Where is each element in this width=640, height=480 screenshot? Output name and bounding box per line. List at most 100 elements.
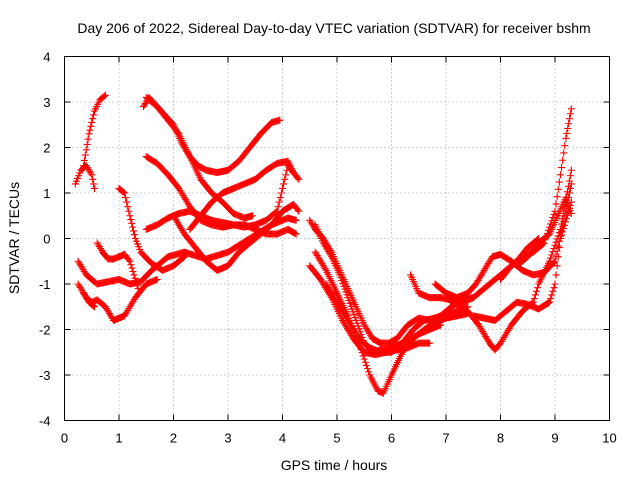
data-point bbox=[565, 120, 573, 128]
data-point bbox=[552, 200, 560, 208]
data-point bbox=[552, 238, 560, 246]
data-point bbox=[563, 211, 571, 219]
data-point bbox=[124, 203, 132, 211]
data-point bbox=[567, 209, 575, 217]
data-point bbox=[553, 262, 561, 270]
data-point bbox=[563, 188, 571, 196]
data-point bbox=[90, 302, 98, 310]
data-point bbox=[546, 298, 554, 306]
data-point bbox=[555, 244, 563, 252]
data-point bbox=[551, 241, 559, 249]
series-track-5 bbox=[93, 239, 142, 293]
data-point bbox=[130, 231, 138, 239]
data-point bbox=[82, 146, 90, 154]
y-tick-label: -2 bbox=[39, 323, 51, 338]
y-tick-label: 2 bbox=[43, 141, 50, 156]
data-point bbox=[127, 261, 135, 269]
data-point bbox=[561, 142, 569, 150]
data-point bbox=[558, 228, 566, 236]
x-tick-label: 5 bbox=[333, 431, 340, 446]
data-point bbox=[120, 189, 128, 197]
data-point bbox=[549, 248, 557, 256]
data-point bbox=[567, 166, 575, 174]
data-point bbox=[559, 225, 567, 233]
data-point bbox=[562, 215, 570, 223]
data-point bbox=[90, 184, 98, 192]
data-point bbox=[130, 271, 138, 279]
data-point bbox=[559, 156, 567, 164]
data-point bbox=[549, 287, 557, 295]
data-point bbox=[556, 235, 564, 242]
data-point bbox=[123, 198, 131, 206]
data-point bbox=[280, 180, 288, 188]
data-point bbox=[289, 169, 297, 177]
y-tick-label: 3 bbox=[43, 95, 50, 110]
data-point bbox=[560, 149, 568, 157]
data-point bbox=[557, 220, 565, 228]
series-track-13 bbox=[186, 157, 297, 233]
y-tick-label: -4 bbox=[39, 414, 51, 429]
data-point bbox=[122, 194, 130, 202]
data-point bbox=[556, 171, 564, 179]
series-track-7 bbox=[115, 184, 188, 274]
data-point bbox=[546, 257, 554, 265]
data-point bbox=[85, 130, 93, 138]
data-point bbox=[361, 358, 369, 366]
data-point bbox=[550, 210, 558, 218]
data-point bbox=[131, 274, 139, 282]
data-point bbox=[275, 198, 283, 206]
data-point bbox=[548, 291, 556, 299]
data-point bbox=[249, 212, 257, 220]
x-axis-label: GPS time / hours bbox=[281, 457, 388, 473]
data-point bbox=[90, 180, 98, 188]
x-tick-label: 3 bbox=[224, 431, 231, 446]
data-point bbox=[88, 171, 96, 179]
data-point bbox=[554, 185, 562, 193]
data-point bbox=[133, 281, 141, 289]
data-point bbox=[129, 223, 137, 231]
plot-frame bbox=[64, 56, 610, 421]
data-point bbox=[282, 171, 290, 179]
series-track-24 bbox=[513, 194, 575, 270]
data-point bbox=[557, 231, 565, 239]
data-point bbox=[80, 156, 88, 164]
data-point bbox=[532, 287, 540, 295]
x-tick-label: 0 bbox=[61, 431, 68, 446]
data-point bbox=[565, 177, 573, 185]
data-point bbox=[364, 365, 372, 373]
data-point bbox=[87, 122, 95, 130]
data-point bbox=[127, 216, 135, 224]
data-point bbox=[277, 189, 285, 197]
data-point bbox=[294, 206, 302, 214]
data-point bbox=[534, 284, 542, 292]
data-point bbox=[547, 254, 555, 262]
data-point bbox=[554, 242, 562, 250]
data-point bbox=[134, 285, 142, 293]
data-point bbox=[120, 188, 128, 196]
x-tick-label: 2 bbox=[170, 431, 177, 446]
data-point bbox=[547, 295, 555, 303]
data-point bbox=[362, 361, 370, 369]
series-track-11 bbox=[142, 162, 303, 233]
data-point bbox=[558, 164, 566, 172]
x-tick-label: 9 bbox=[551, 431, 558, 446]
data-point bbox=[179, 254, 187, 262]
data-point bbox=[564, 182, 572, 190]
data-point bbox=[180, 253, 188, 261]
data-point bbox=[128, 264, 136, 272]
series-track-1 bbox=[71, 162, 98, 192]
data-point bbox=[128, 219, 136, 227]
data-point bbox=[281, 175, 289, 183]
data-point bbox=[126, 212, 134, 220]
data-point bbox=[327, 251, 335, 259]
data-point bbox=[294, 174, 302, 182]
series-track-6 bbox=[80, 289, 98, 311]
data-point bbox=[86, 126, 94, 134]
data-point bbox=[566, 172, 574, 180]
data-point bbox=[125, 207, 133, 215]
data-point bbox=[84, 135, 92, 143]
data-point bbox=[279, 184, 286, 192]
data-point bbox=[545, 299, 553, 307]
data-point bbox=[276, 194, 284, 202]
